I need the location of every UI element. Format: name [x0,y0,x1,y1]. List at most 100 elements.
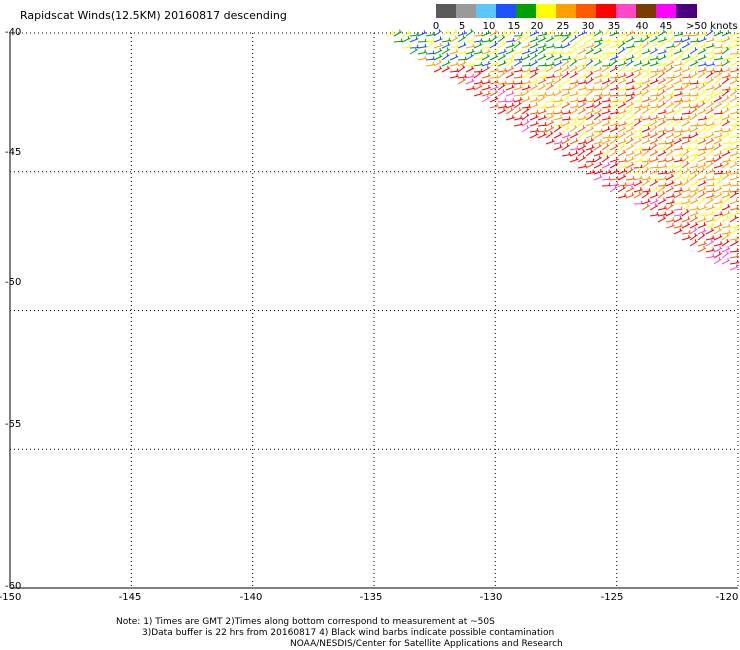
wind-barb [641,96,651,103]
wind-barb [689,138,699,145]
wind-barb [649,35,659,43]
wind-barb [633,115,643,121]
wind-barb [585,58,594,67]
lon-tick-label: -120 [715,592,739,603]
wind-barb [561,132,571,139]
wind-barb [665,36,675,43]
wind-barb [553,144,563,151]
wind-barb [417,38,428,43]
wind-barb [505,54,515,61]
wind-barb [665,90,675,97]
wind-barb [665,168,675,175]
wind-barb [689,53,699,61]
wind-barb [641,188,651,193]
lon-tick-label: -125 [600,592,624,603]
wind-barb [545,29,555,37]
wind-barb [569,29,579,37]
wind-barb [553,50,564,55]
wind-barb [721,76,730,85]
wind-barb [721,232,730,241]
wind-barb [641,55,651,61]
wind-barb [681,203,691,211]
wind-barb [673,53,683,61]
wind-barb [729,161,739,169]
wind-barb [721,223,731,229]
wind-barb [673,91,683,97]
wind-barb [681,160,690,169]
wind-barb [705,101,714,109]
wind-barb [649,92,660,97]
wind-barb [673,191,683,199]
wind-barb [561,137,570,145]
wind-barb [721,181,731,187]
wind-barb [609,54,619,61]
wind-barb [609,30,619,37]
wind-barb [545,61,555,67]
wind-barb [577,101,587,109]
wind-barb [609,149,618,157]
wind-barb [617,72,627,79]
wind-barb [457,56,468,61]
wind-barb [729,31,739,37]
wind-barb [721,160,730,169]
wind-barb [721,215,730,223]
wind-barb [705,90,715,97]
wind-barb [489,96,499,103]
wind-barb [729,74,740,79]
wind-barb [609,143,619,151]
wind-barb [625,101,635,109]
wind-barb [697,196,706,205]
wind-barb [689,96,699,103]
wind-barb [705,204,715,211]
wind-barb [593,155,602,163]
wind-barb [505,80,516,85]
wind-barb [625,119,635,127]
wind-barb [665,52,674,61]
wind-barb [713,127,723,133]
wind-barb [625,143,635,151]
wind-barb [729,133,739,139]
wind-barb [553,109,563,115]
wind-barb [569,97,579,103]
wind-barb [641,107,650,115]
wind-barb [545,65,554,73]
wind-barb [649,186,659,193]
wind-barb [721,46,730,55]
wind-barb [545,91,555,97]
wind-barb [553,60,563,67]
wind-barb [537,47,546,55]
wind-barb [641,88,650,97]
wind-barb [713,222,723,229]
wind-barb [457,77,466,85]
wind-barb [633,60,643,67]
wind-barb [697,54,707,61]
wind-barb [625,43,635,49]
wind-barb [697,36,707,43]
wind-barb [649,137,659,145]
wind-barb [697,126,707,133]
wind-barb [617,65,626,73]
wind-barb [521,106,530,115]
wind-barb [585,77,594,85]
wind-barb [529,102,539,109]
wind-barb [585,47,595,55]
wind-barb [505,90,515,97]
wind-barb [425,56,436,61]
wind-barb [561,125,571,133]
wind-barb [641,166,650,175]
wind-barb [529,92,540,97]
wind-barb [601,78,611,85]
wind-barb [537,62,548,67]
wind-barb [489,79,499,85]
wind-barb [465,78,475,85]
wind-barb [641,83,651,91]
wind-barb [729,102,739,109]
wind-barb [609,98,620,103]
wind-barb [665,119,675,127]
wind-barb [521,71,531,79]
wind-barb [449,54,459,61]
wind-barb [601,149,611,157]
wind-barb [705,61,715,67]
footnote-line-2: 3)Data buffer is 22 hrs from 20160817 4)… [142,628,555,638]
wind-barb [561,55,571,61]
